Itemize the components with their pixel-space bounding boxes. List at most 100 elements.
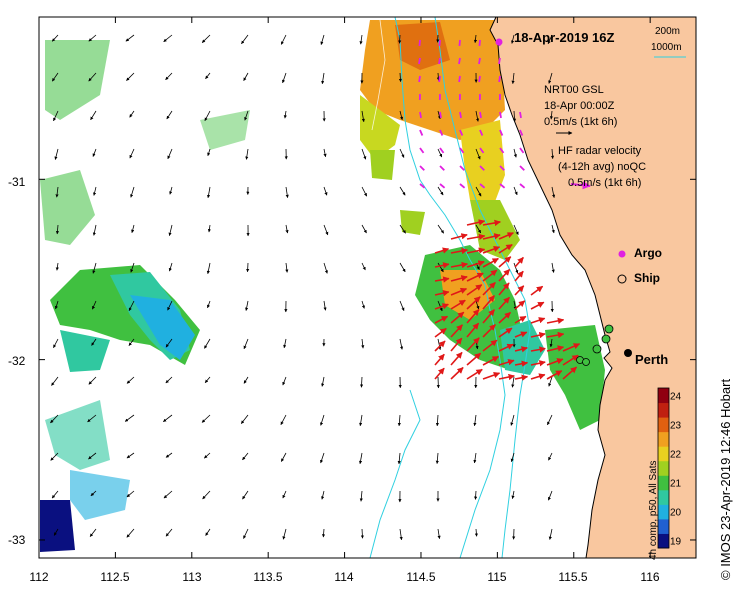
model-arrow	[205, 528, 211, 536]
model-arrow	[167, 300, 173, 311]
radar-arrow	[530, 285, 544, 296]
radar-arrow	[466, 284, 483, 296]
model-arrow	[165, 452, 173, 458]
radar-arrow	[466, 233, 486, 241]
radar-arrow	[562, 366, 578, 380]
model-arrow	[551, 224, 555, 234]
colorbar-segment	[658, 417, 669, 433]
radar-arrow	[530, 331, 546, 339]
x-tick-label: 115	[487, 570, 507, 584]
model-arrow	[88, 72, 97, 82]
model-arrow	[54, 148, 59, 160]
model-arrow	[321, 528, 326, 538]
argo-arrow	[459, 165, 465, 171]
radar-arrow	[514, 346, 528, 353]
ship-legend-label: Ship	[634, 271, 660, 285]
model-arrow	[359, 490, 363, 502]
radar-arrow	[498, 373, 515, 381]
model-arrow	[243, 338, 249, 350]
radar-arrow	[482, 233, 501, 240]
radar-arrow	[482, 355, 499, 366]
model-arrow	[50, 452, 59, 461]
model-arrow	[87, 414, 97, 423]
radar-arrow	[530, 317, 546, 324]
argo-arrow	[479, 147, 485, 154]
radar-arrow	[482, 219, 501, 227]
model-arrow	[50, 414, 59, 424]
radar-arrow	[530, 301, 545, 310]
model-arrow	[398, 34, 402, 44]
model-arrow	[435, 414, 440, 427]
radar-arrow	[466, 296, 481, 310]
model-arrow	[323, 262, 328, 274]
model-arrow	[282, 72, 287, 84]
argo-arrow	[459, 129, 464, 136]
argo-arrow	[418, 39, 421, 47]
radar-arrow	[466, 368, 483, 380]
model-arrow	[399, 262, 406, 273]
model-arrow	[511, 34, 515, 44]
model-arrow	[473, 34, 478, 44]
model-arrow	[283, 338, 287, 349]
model-arrow	[169, 186, 173, 195]
model-arrow	[551, 262, 555, 273]
colorbar	[657, 387, 670, 549]
model-arrow	[125, 34, 135, 42]
model-arrow	[163, 414, 173, 423]
model-arrow	[126, 72, 135, 81]
radar-arrow	[546, 345, 565, 352]
model-arrow	[206, 262, 211, 275]
model-arrow	[204, 110, 211, 122]
model-arrow	[361, 338, 365, 349]
model-arrow	[51, 72, 59, 82]
radar-arrow	[450, 261, 469, 269]
argo-arrow	[519, 183, 526, 189]
model-arrow	[435, 452, 439, 464]
model-arrow	[204, 376, 211, 383]
model-arrow	[92, 224, 97, 236]
radar-arrow	[466, 219, 486, 226]
model-arrow	[399, 186, 406, 196]
colorbar-segment	[658, 475, 669, 491]
radar-arrow	[498, 327, 513, 338]
model-arrow	[399, 110, 404, 121]
model-arrow	[207, 224, 211, 233]
colorbar-segment	[658, 402, 669, 418]
argo-arrow	[459, 183, 466, 189]
x-tick-label: 113.5	[253, 570, 283, 584]
x-tick-label: 113	[182, 570, 202, 584]
radar-arrow	[514, 374, 529, 381]
model-arrow	[547, 34, 553, 45]
colorbar-segment	[658, 489, 669, 505]
model-arrow	[243, 72, 249, 81]
radar-arrow	[450, 311, 465, 324]
argo-arrow	[458, 39, 461, 47]
model-legend-line1: NRT00 GSL	[544, 84, 604, 96]
model-arrow	[88, 376, 97, 385]
model-arrow	[51, 34, 59, 42]
model-arrow	[512, 110, 517, 122]
y-tick-label: -31	[8, 175, 26, 189]
model-arrow	[207, 148, 211, 157]
model-arrow	[475, 148, 481, 160]
model-arrow	[510, 414, 515, 426]
model-arrow	[321, 376, 325, 387]
argo-arrow	[439, 183, 446, 189]
model-arrow	[90, 110, 97, 121]
argo-arrow	[419, 111, 422, 119]
model-arrow	[130, 186, 135, 198]
colorbar-segment	[658, 446, 669, 462]
argo-arrow	[499, 129, 504, 136]
colorbar-title: 4h comp, p50, All Sats	[648, 460, 659, 560]
x-tick-label: 112	[29, 570, 49, 584]
radar-arrow	[466, 322, 480, 338]
radar-arrow	[514, 360, 529, 367]
radar-arrow	[466, 337, 480, 352]
radar-arrow	[546, 370, 563, 380]
model-arrow	[93, 186, 97, 196]
model-arrow	[359, 376, 364, 388]
radar-arrow	[434, 290, 450, 297]
colorbar-segment	[658, 518, 669, 534]
radar-arrow	[450, 247, 469, 255]
colorbar-tick: 19	[670, 536, 682, 548]
